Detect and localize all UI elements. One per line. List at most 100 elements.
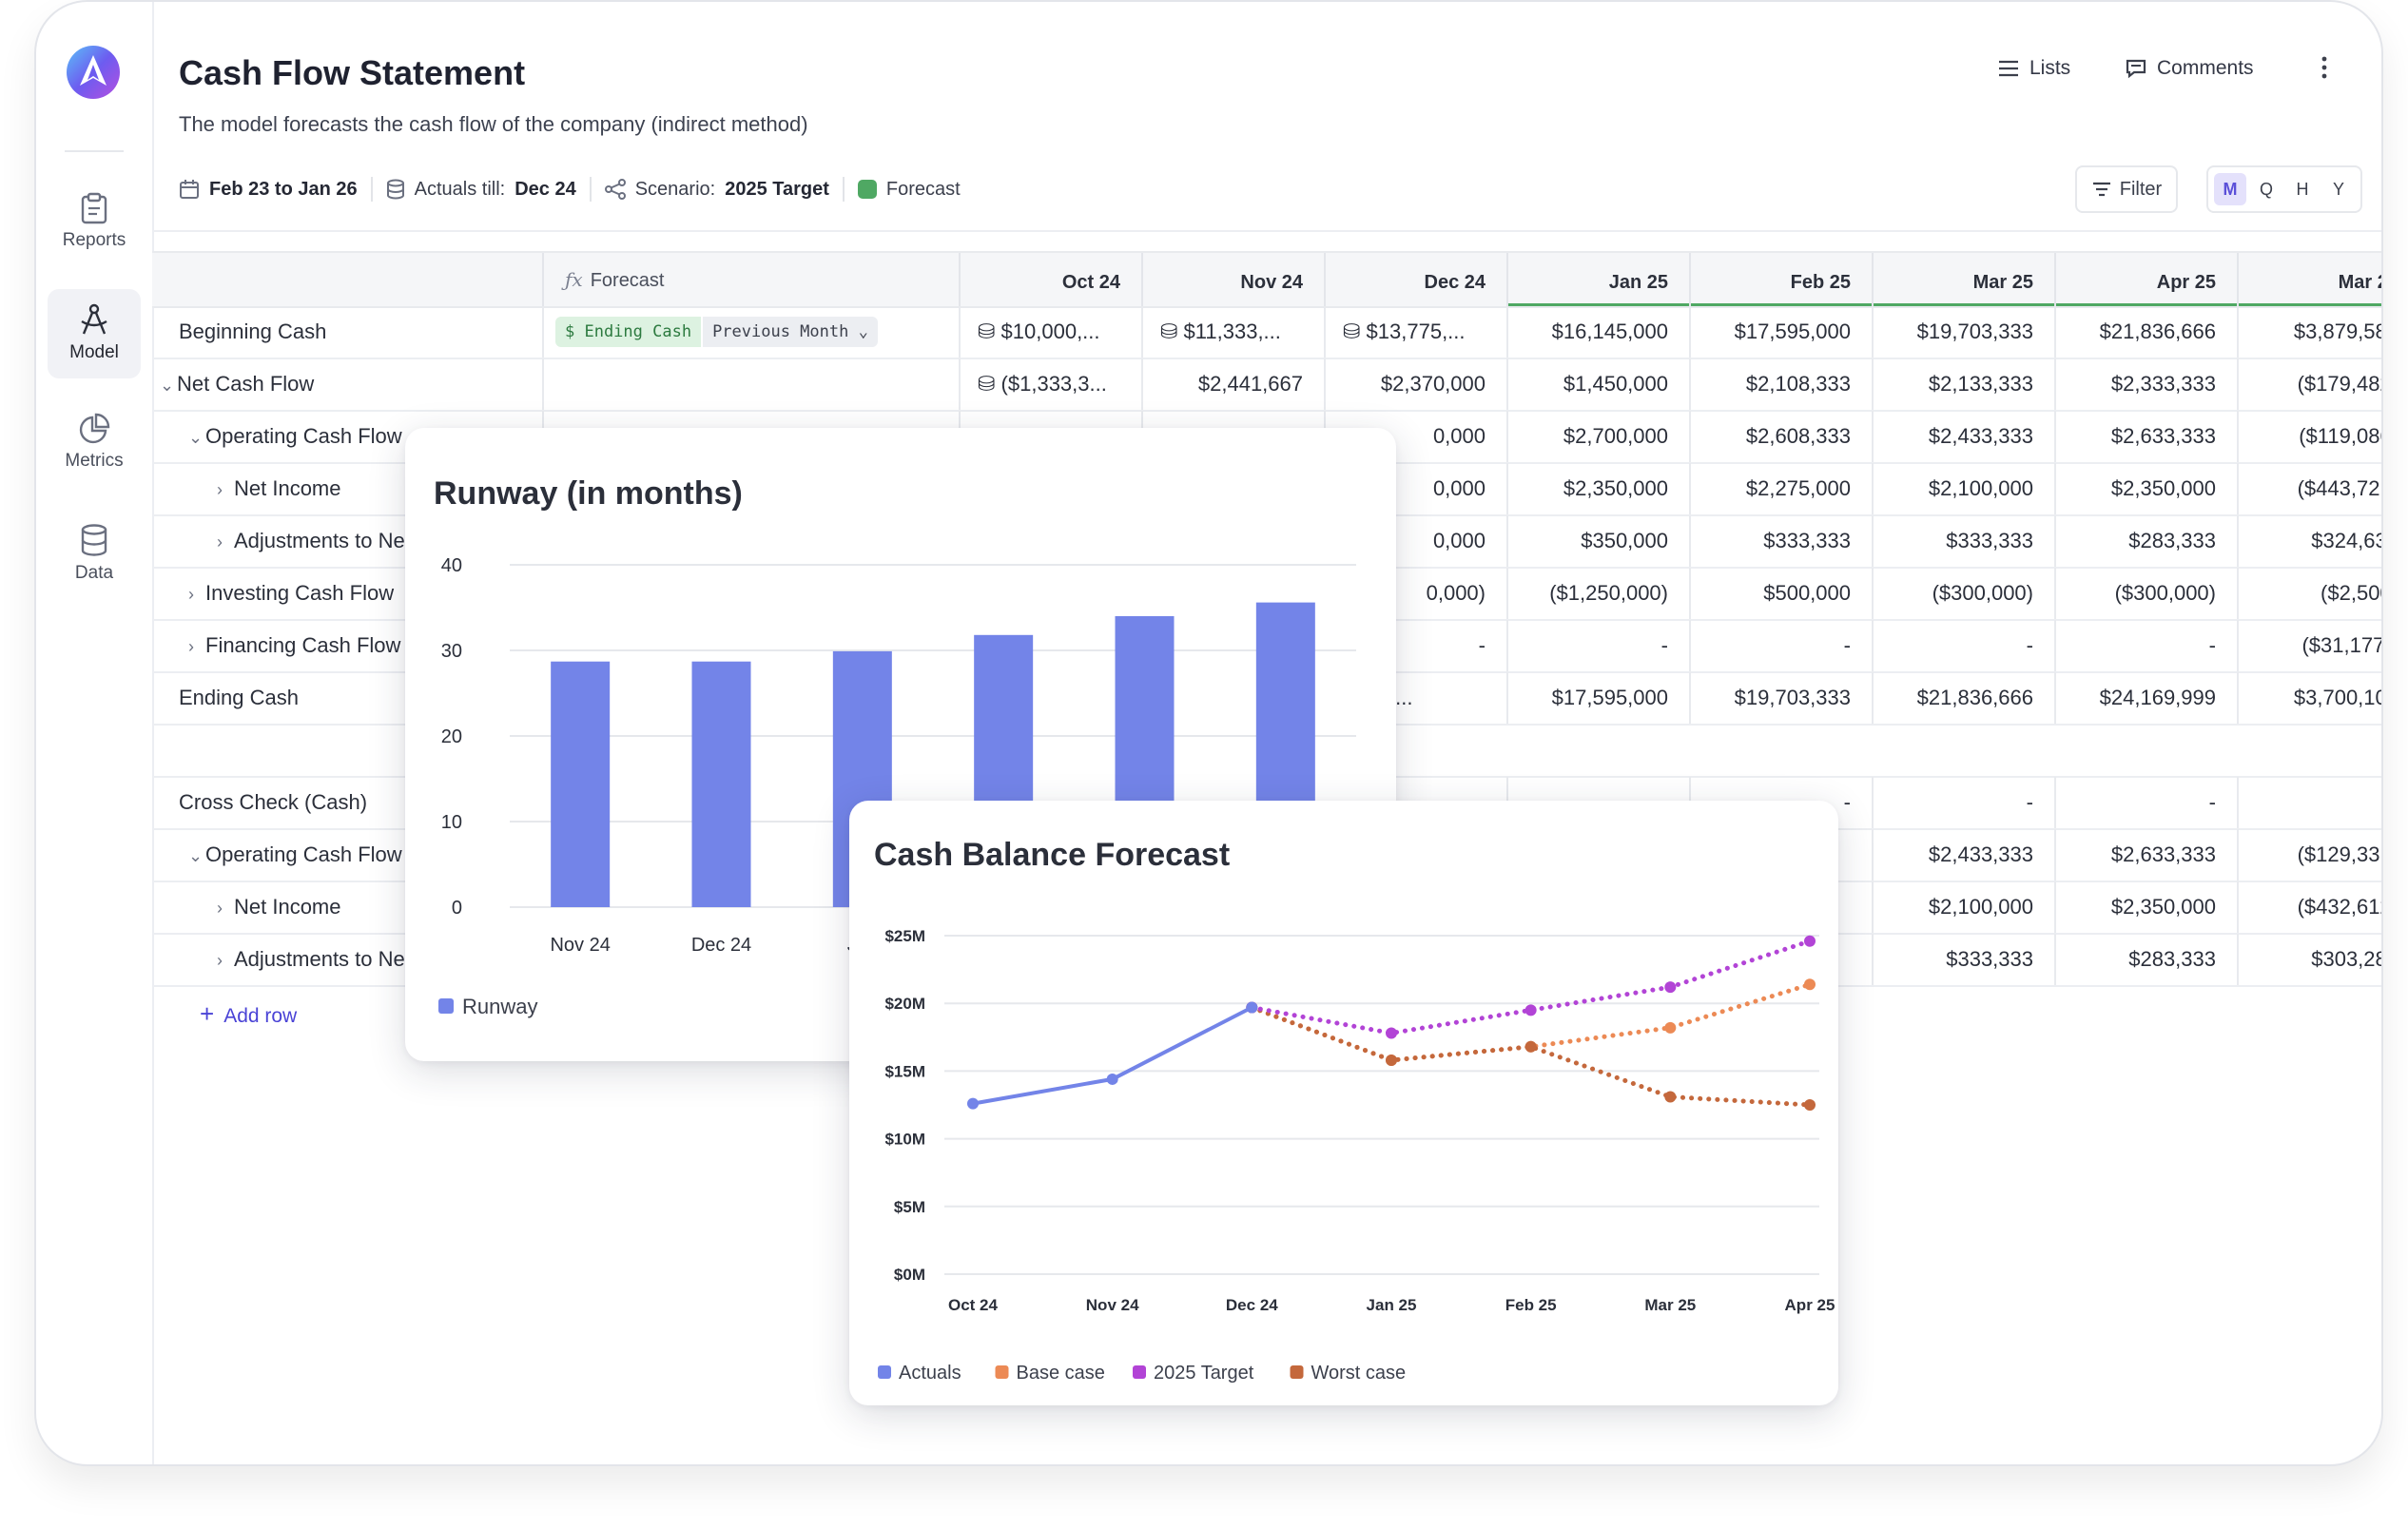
column-header[interactable]: Mar 25 <box>1872 253 2054 306</box>
chevron-right-icon[interactable]: › <box>217 480 223 499</box>
sidebar-item-metrics[interactable]: Metrics <box>48 399 141 489</box>
table-cell[interactable]: - <box>1478 633 1486 657</box>
comments-button[interactable]: Comments <box>2125 57 2254 80</box>
column-header[interactable]: Dec 24 <box>1424 272 1486 293</box>
table-cell[interactable]: 0,000) <box>1426 581 1486 605</box>
chevron-right-icon[interactable]: › <box>217 951 223 970</box>
table-cell[interactable]: $3,700,105 <box>2293 686 2381 709</box>
table-cell[interactable]: ($300,000) <box>2114 581 2216 605</box>
table-cell[interactable]: 0,000 <box>1432 424 1486 448</box>
table-cell[interactable]: - <box>2026 790 2033 814</box>
table-cell[interactable]: $283,333 <box>2128 529 2216 552</box>
table-cell[interactable]: $19,703,333 <box>1734 686 1851 709</box>
chevron-right-icon[interactable]: › <box>188 585 194 604</box>
app-logo[interactable] <box>65 44 122 101</box>
column-header[interactable]: Mar 25 <box>2237 253 2381 306</box>
table-cell[interactable]: $2,108,333 <box>1745 372 1851 396</box>
table-cell[interactable]: ($119,086) <box>2299 424 2381 448</box>
table-row[interactable]: ⌄ Net Cash Flow ⛁ ($1,333,3... $2,441,667 $2… <box>152 358 2381 412</box>
chevron-down-icon[interactable]: ⌄ <box>188 428 204 447</box>
table-cell[interactable]: ⛁ $13,775,... <box>1343 319 1466 343</box>
table-cell[interactable]: $2,633,333 <box>2110 424 2216 448</box>
column-header[interactable]: Jan 25 <box>1506 253 1689 306</box>
table-cell[interactable]: $333,333 <box>1763 529 1851 552</box>
sidebar-item-model[interactable]: Model <box>48 289 141 378</box>
table-cell[interactable]: $21,836,666 <box>1916 686 2033 709</box>
column-header[interactable]: Oct 24 <box>1061 272 1120 293</box>
table-cell[interactable]: $2,350,000 <box>1563 476 1668 500</box>
table-cell[interactable]: $333,333 <box>1946 947 2033 971</box>
table-cell[interactable]: ⛁ $10,000,... <box>978 319 1100 343</box>
formula-cell[interactable]: $ Ending Cash Previous Month ⌄ <box>555 317 878 347</box>
table-cell[interactable]: ($129,331) <box>2297 842 2381 866</box>
table-cell[interactable]: ($179,482) <box>2297 372 2381 396</box>
table-cell[interactable]: $2,350,000 <box>2110 476 2216 500</box>
lists-button[interactable]: Lists <box>1997 57 2070 80</box>
table-cell[interactable]: $19,703,333 <box>1916 319 2033 343</box>
period-half-button[interactable]: H <box>2296 180 2309 199</box>
sidebar-item-reports[interactable]: Reports <box>48 179 141 268</box>
table-cell[interactable]: $2,133,333 <box>1928 372 2033 396</box>
table-cell[interactable]: ⛁ $11,333,... <box>1160 319 1281 343</box>
chevron-right-icon[interactable]: › <box>188 637 194 656</box>
chevron-down-icon[interactable]: ⌄ <box>188 846 204 865</box>
table-cell[interactable]: $2,433,333 <box>1928 424 2033 448</box>
add-row-button[interactable]: + Add row <box>200 999 297 1029</box>
table-cell[interactable]: - <box>1843 633 1851 657</box>
table-cell[interactable]: $2,350,000 <box>2110 895 2216 919</box>
table-cell[interactable]: $303,281 <box>2311 947 2381 971</box>
table-cell[interactable]: ($31,177)) <box>2301 633 2381 657</box>
table-cell[interactable]: - <box>2208 633 2216 657</box>
table-cell[interactable]: - <box>2026 633 2033 657</box>
table-cell[interactable]: $2,370,000 <box>1380 372 1486 396</box>
table-cell[interactable]: $2,100,000 <box>1928 476 2033 500</box>
actuals-selector[interactable]: Actuals till: Dec 24 <box>386 179 576 201</box>
sidebar-item-data[interactable]: Data <box>48 510 141 599</box>
scenario-selector[interactable]: Scenario: 2025 Target <box>604 179 829 201</box>
table-cell[interactable]: - <box>2237 777 2381 828</box>
table-cell[interactable]: $333,333 <box>1946 529 2033 552</box>
table-cell[interactable]: $2,433,333 <box>1928 842 2033 866</box>
table-cell[interactable]: $500,000 <box>1763 581 1851 605</box>
table-cell[interactable]: $2,333,333 <box>2110 372 2216 396</box>
table-cell[interactable]: $2,608,333 <box>1745 424 1851 448</box>
table-cell[interactable]: $2,700,000 <box>1563 424 1668 448</box>
period-quarter-button[interactable]: Q <box>2259 180 2273 199</box>
filter-button[interactable]: Filter <box>2075 165 2178 213</box>
formula-period-pill[interactable]: Previous Month ⌄ <box>703 317 878 347</box>
forecast-indicator[interactable]: Forecast <box>857 179 961 201</box>
period-month-button[interactable]: M <box>2214 173 2246 205</box>
table-cell[interactable]: ($1,250,000) <box>1549 581 1668 605</box>
table-cell[interactable]: $3,879,587 <box>2293 319 2381 343</box>
chevron-right-icon[interactable]: › <box>217 899 223 918</box>
date-range-picker[interactable]: Feb 23 to Jan 26 <box>179 179 358 201</box>
table-cell[interactable]: $2,441,667 <box>1197 372 1303 396</box>
formula-reference-pill[interactable]: $ Ending Cash <box>555 317 702 347</box>
table-cell[interactable]: $1,450,000 <box>1563 372 1668 396</box>
table-cell[interactable]: $2,275,000 <box>1745 476 1851 500</box>
table-cell[interactable]: - <box>2208 790 2216 814</box>
chevron-down-icon[interactable]: ⌄ <box>160 376 175 395</box>
table-cell[interactable]: $324,635 <box>2311 529 2381 552</box>
more-options-button[interactable] <box>2319 55 2330 80</box>
table-cell[interactable]: $2,100,000 <box>1928 895 2033 919</box>
period-year-button[interactable]: Y <box>2332 180 2344 199</box>
table-cell[interactable]: $17,595,000 <box>1734 319 1851 343</box>
column-header[interactable]: Feb 25 <box>1689 253 1872 306</box>
table-cell[interactable]: $2,633,333 <box>2110 842 2216 866</box>
table-cell[interactable]: $21,836,666 <box>2099 319 2216 343</box>
cash-balance-chart-card[interactable]: Cash Balance Forecast $0M $5M $10M $15M $20M… <box>849 801 1838 1405</box>
table-cell[interactable]: ($2,500) <box>2321 581 2381 605</box>
table-cell[interactable]: 0,000 <box>1432 476 1486 500</box>
table-cell[interactable]: $17,595,000 <box>1551 686 1668 709</box>
table-cell[interactable]: ⛁ ($1,333,3... <box>978 372 1107 396</box>
table-cell[interactable]: $24,169,999 <box>2099 686 2216 709</box>
chevron-right-icon[interactable]: › <box>217 532 223 552</box>
column-header[interactable]: Apr 25 <box>2054 253 2237 306</box>
table-cell[interactable]: ($443,721) <box>2297 476 2381 500</box>
column-header[interactable]: Nov 24 <box>1240 272 1303 293</box>
table-cell[interactable]: $350,000 <box>1581 529 1668 552</box>
table-cell[interactable]: $283,333 <box>2128 947 2216 971</box>
table-cell[interactable]: ($432,612) <box>2297 895 2381 919</box>
table-row[interactable]: Beginning Cash ⛁ $10,000,... ⛁ $11,333,...… <box>152 306 2381 359</box>
